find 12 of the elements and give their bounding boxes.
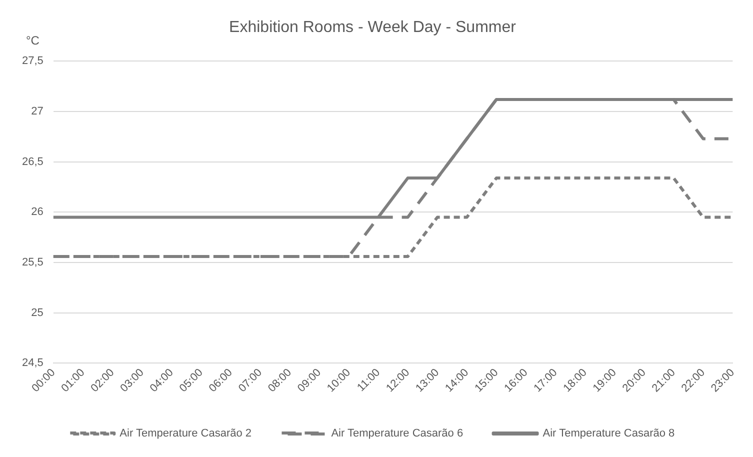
legend-label: Air Temperature Casarão 8	[542, 428, 675, 440]
legend-label: Air Temperature Casarão 6	[331, 428, 464, 440]
y-tick-label: 24,5	[22, 357, 44, 370]
y-tick-label: 26,5	[22, 156, 44, 168]
y-tick-label: 26	[31, 206, 44, 218]
y-axis-title: °C	[26, 34, 40, 48]
chart-title: Exhibition Rooms - Week Day - Summer	[229, 19, 517, 36]
y-tick-label: 25,5	[22, 256, 44, 269]
legend-label: Air Temperature Casarão 2	[120, 428, 252, 440]
y-tick-label: 25	[31, 306, 44, 319]
y-tick-label: 27	[31, 106, 44, 118]
y-tick-label: 27,5	[22, 55, 44, 68]
